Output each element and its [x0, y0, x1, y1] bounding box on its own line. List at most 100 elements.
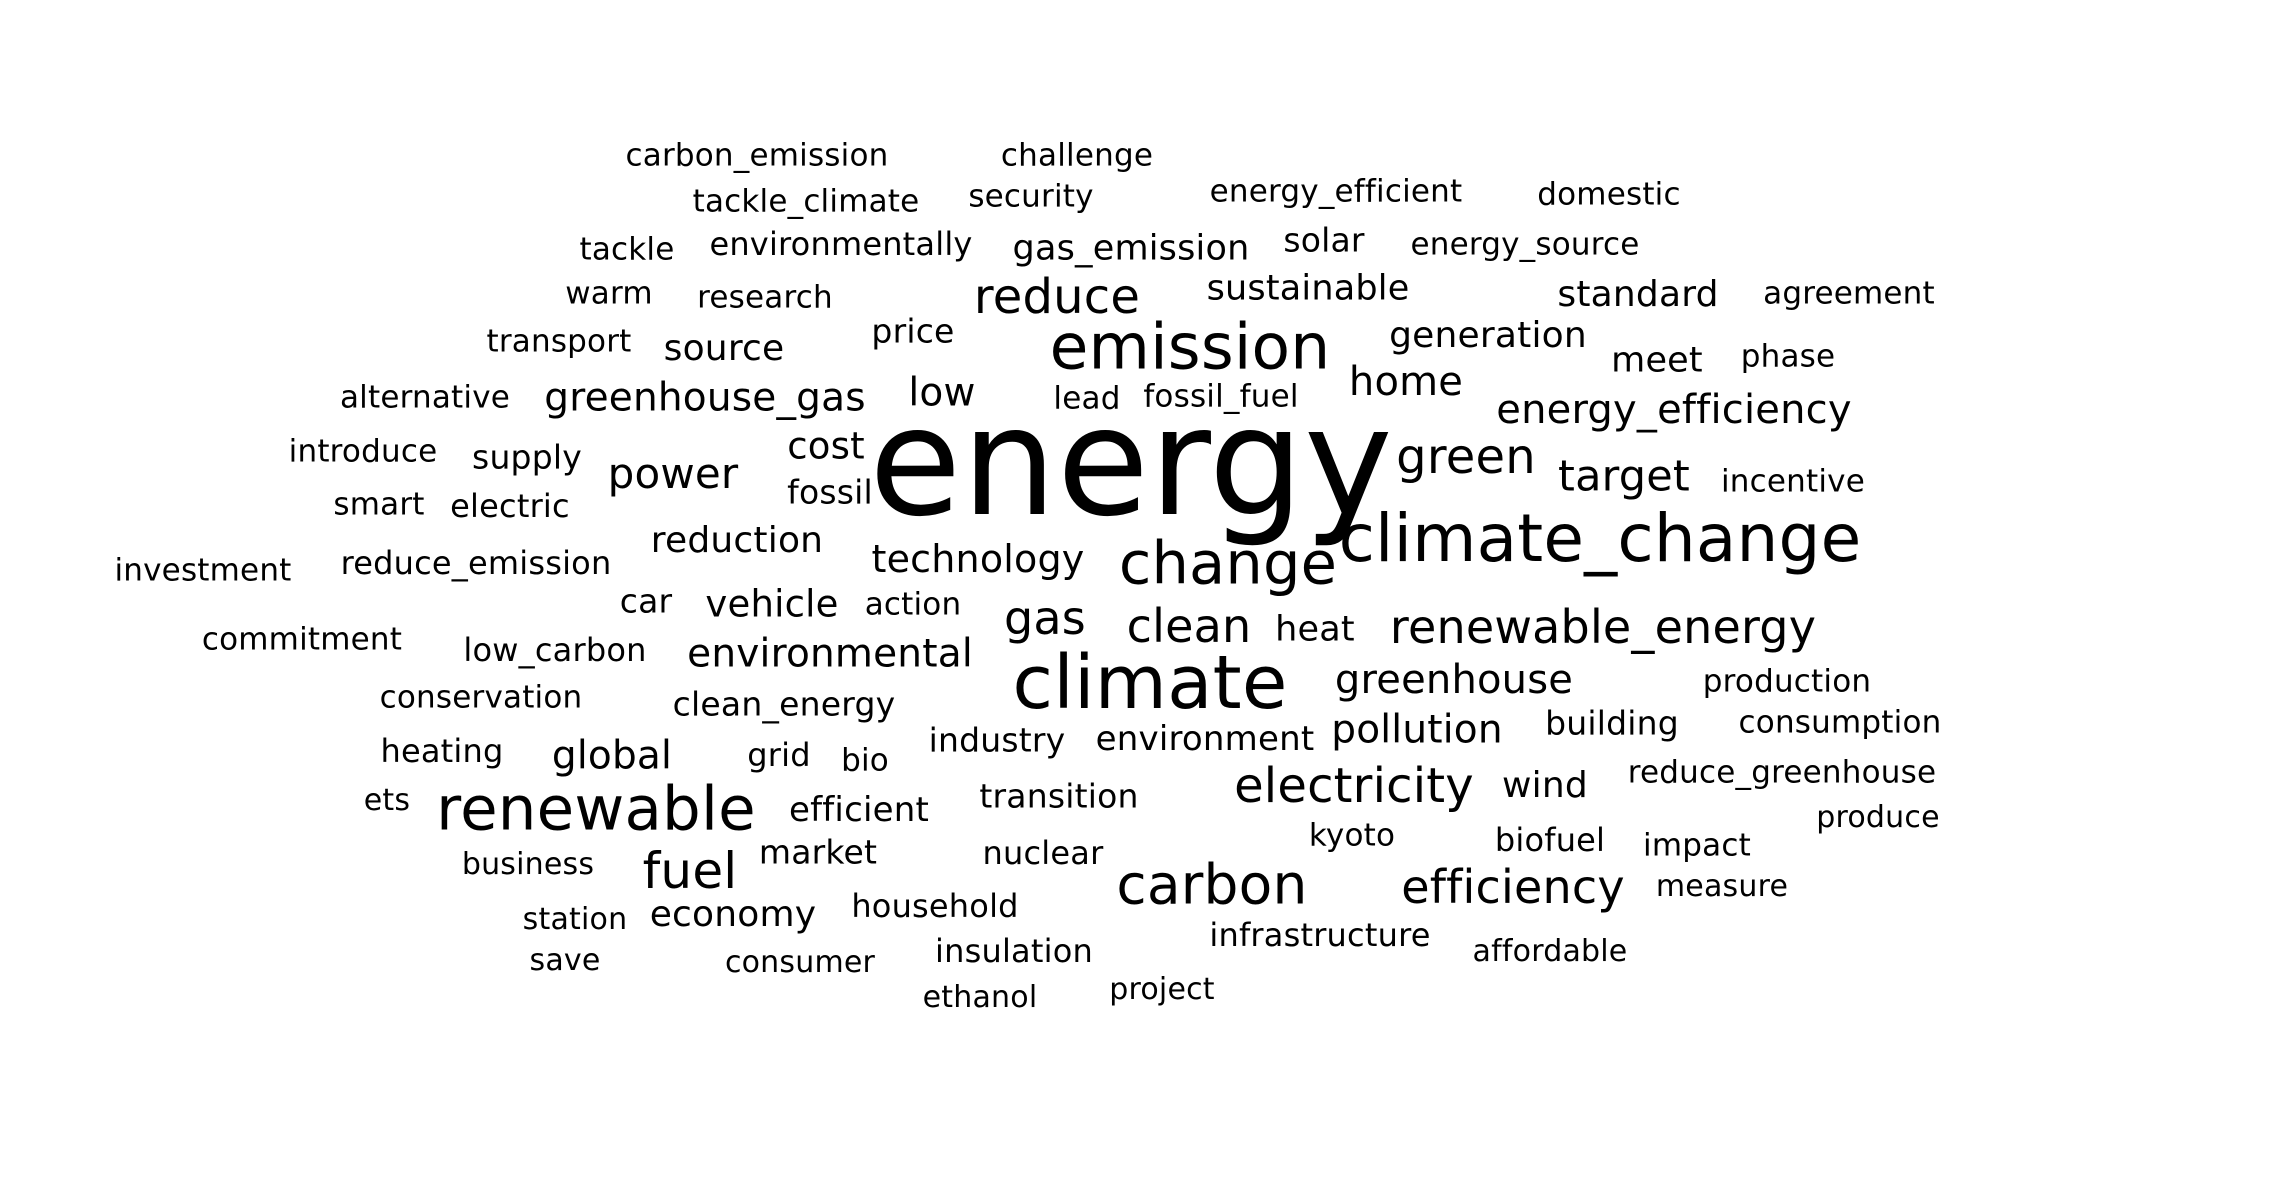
word-ets: ets	[363, 783, 411, 818]
word-nuclear: nuclear	[982, 834, 1104, 872]
word-energy-efficiency: energy_efficiency	[1496, 387, 1852, 433]
word-target: target	[1558, 451, 1690, 502]
word-home: home	[1348, 359, 1464, 405]
word-domestic: domestic	[1537, 176, 1681, 213]
word-reduce: reduce	[973, 269, 1141, 325]
word-source: source	[663, 328, 785, 369]
word-greenhouse-gas: greenhouse_gas	[544, 375, 866, 421]
word-solar: solar	[1283, 220, 1365, 260]
word-fossil-fuel: fossil_fuel	[1143, 378, 1299, 415]
word-household: household	[851, 887, 1019, 925]
word-gas: gas	[1004, 591, 1086, 645]
word-clean-energy: clean_energy	[672, 684, 896, 724]
word-power: power	[607, 449, 739, 498]
word-technology: technology	[871, 537, 1085, 581]
word-sustainable: sustainable	[1206, 268, 1410, 309]
word-research: research	[697, 279, 833, 316]
word-measure: measure	[1655, 869, 1789, 904]
word-bio: bio	[841, 742, 889, 779]
word-renewable: renewable	[436, 773, 756, 845]
word-environment: environment	[1095, 719, 1315, 759]
word-biofuel: biofuel	[1494, 821, 1606, 859]
word-investment: investment	[114, 552, 292, 589]
word-security: security	[968, 178, 1094, 215]
word-vehicle: vehicle	[705, 582, 839, 626]
word-clean: clean	[1126, 599, 1252, 653]
word-commitment: commitment	[201, 621, 403, 658]
word-smart: smart	[333, 486, 425, 523]
word-climate: climate	[1012, 640, 1288, 726]
word-production: production	[1702, 663, 1872, 700]
word-electricity: electricity	[1234, 758, 1474, 814]
word-affordable: affordable	[1472, 934, 1628, 969]
word-reduce-greenhouse: reduce_greenhouse	[1627, 754, 1937, 791]
word-efficient: efficient	[788, 790, 930, 830]
word-reduce-emission: reduce_emission	[340, 544, 612, 582]
word-pollution: pollution	[1331, 707, 1503, 753]
word-business: business	[461, 847, 595, 882]
word-fossil: fossil	[787, 472, 873, 512]
word-tackle-climate: tackle_climate	[692, 183, 920, 220]
word-consumer: consumer	[724, 945, 876, 980]
word-agreement: agreement	[1763, 275, 1935, 312]
word-efficiency: efficiency	[1401, 860, 1625, 914]
word-tackle: tackle	[579, 231, 675, 268]
word-fuel: fuel	[642, 842, 738, 900]
word-energy-efficient: energy_efficient	[1209, 173, 1463, 210]
word-wind: wind	[1502, 765, 1588, 806]
word-challenge: challenge	[1000, 137, 1154, 174]
word-project: project	[1109, 972, 1215, 1007]
word-cost: cost	[787, 424, 865, 468]
word-kyoto: kyoto	[1308, 817, 1396, 854]
word-gas-emission: gas_emission	[1012, 228, 1250, 269]
word-ethanol: ethanol	[922, 980, 1038, 1015]
word-emission: emission	[1049, 310, 1331, 384]
word-climate-change: climate_change	[1338, 500, 1862, 577]
word-industry: industry	[928, 720, 1066, 760]
word-standard: standard	[1557, 274, 1719, 315]
word-lead: lead	[1053, 380, 1121, 417]
word-warm: warm	[565, 275, 653, 312]
word-grid: grid	[747, 736, 811, 774]
word-alternative: alternative	[339, 379, 511, 416]
word-action: action	[864, 586, 962, 623]
word-insulation: insulation	[935, 932, 1093, 970]
word-carbon: carbon	[1116, 852, 1308, 917]
word-phase: phase	[1740, 338, 1836, 375]
word-price: price	[871, 311, 955, 351]
word-environmentally: environmentally	[709, 225, 973, 263]
word-infrastructure: infrastructure	[1209, 916, 1431, 954]
word-low-carbon: low_carbon	[463, 631, 647, 669]
word-energy: energy	[869, 376, 1393, 550]
word-building: building	[1545, 703, 1679, 743]
word-global: global	[551, 733, 673, 779]
word-station: station	[522, 902, 628, 937]
word-generation: generation	[1389, 315, 1587, 356]
word-transport: transport	[486, 323, 632, 360]
word-conservation: conservation	[379, 679, 583, 716]
word-produce: produce	[1816, 800, 1940, 835]
word-reduction: reduction	[650, 520, 824, 561]
word-meet: meet	[1611, 340, 1703, 381]
word-electric: electric	[450, 487, 570, 525]
word-incentive: incentive	[1720, 463, 1866, 500]
word-transition: transition	[979, 776, 1139, 816]
word-change: change	[1118, 528, 1338, 598]
word-heat: heat	[1275, 609, 1355, 650]
word-car: car	[619, 581, 673, 621]
word-consumption: consumption	[1738, 704, 1942, 741]
word-environmental: environmental	[687, 631, 973, 677]
word-save: save	[529, 943, 601, 978]
word-market: market	[758, 832, 878, 872]
word-carbon-emission: carbon_emission	[625, 137, 889, 174]
word-green: green	[1396, 429, 1536, 485]
word-supply: supply	[472, 437, 582, 477]
word-economy: economy	[649, 894, 817, 935]
word-introduce: introduce	[288, 433, 438, 470]
word-greenhouse: greenhouse	[1334, 657, 1574, 703]
word-low: low	[908, 370, 976, 416]
word-impact: impact	[1643, 827, 1751, 864]
word-energy-source: energy_source	[1410, 226, 1640, 263]
word-renewable-energy: renewable_energy	[1389, 600, 1817, 654]
